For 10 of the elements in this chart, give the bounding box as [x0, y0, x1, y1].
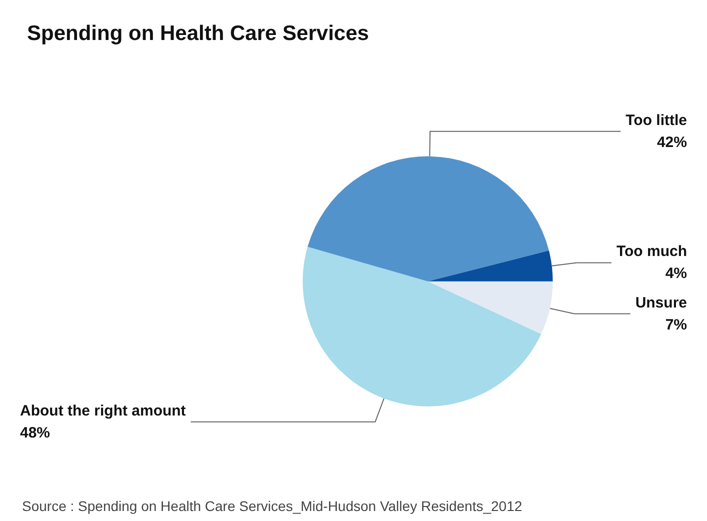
source-note: Source : Spending on Health Care Services_Mid-Hudson Valley Residents_2012 — [22, 498, 522, 514]
data-label: 42% — [656, 134, 687, 151]
data-label: 4% — [665, 265, 687, 282]
data-label: 48% — [20, 424, 50, 442]
slice-label: Too little — [626, 112, 687, 129]
data-label: 7% — [665, 316, 687, 334]
chart-title: Spending on Health Care Services — [27, 22, 369, 45]
slice-label: Too much — [616, 243, 687, 260]
slice-label: About the right amount — [20, 402, 186, 420]
slice-label: Unsure — [635, 294, 687, 312]
